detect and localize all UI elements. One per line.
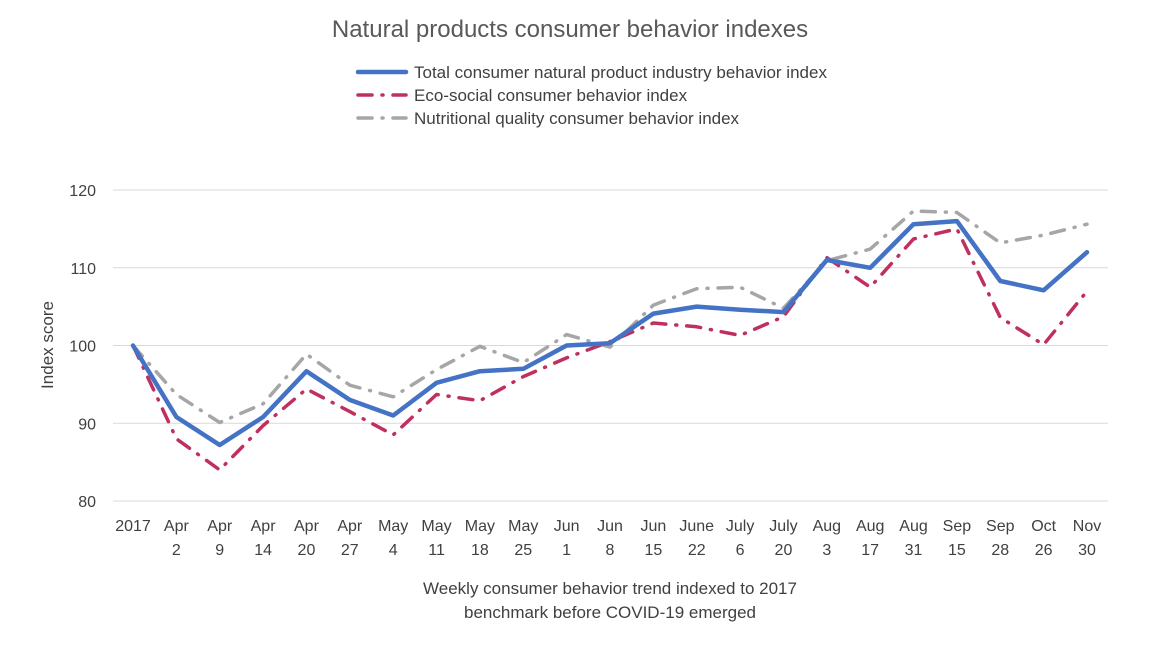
legend-entry: Nutritional quality consumer behavior in… xyxy=(414,109,740,128)
x-tick-label: May 25 xyxy=(508,518,538,559)
x-tick-label: May 11 xyxy=(421,518,451,559)
y-axis-ticks: 80 90 100 110 120 xyxy=(69,183,96,511)
x-tick-label: Apr 2 xyxy=(164,518,190,559)
x-tick-label: 2017 xyxy=(115,518,151,535)
series-line-3 xyxy=(131,209,1089,425)
y-tick-label: 90 xyxy=(78,416,96,433)
series-line-1 xyxy=(130,218,1090,448)
legend: Total consumer natural product industry … xyxy=(355,63,827,128)
y-tick-label: 80 xyxy=(78,494,96,511)
series-line-2 xyxy=(131,227,1089,472)
x-tick-label: June 22 xyxy=(679,518,714,559)
chart-title: Natural products consumer behavior index… xyxy=(332,16,808,43)
x-tick-label: Sep 15 xyxy=(943,518,972,559)
y-axis-label: Index score xyxy=(38,301,57,389)
y-tick-label: 100 xyxy=(69,339,96,356)
x-tick-label: May 4 xyxy=(378,518,408,559)
x-tick-label: Jun 1 xyxy=(554,518,580,559)
x-tick-label: Nov 30 xyxy=(1073,518,1101,559)
x-tick-label: May 18 xyxy=(465,518,495,559)
x-tick-label: Aug 17 xyxy=(856,518,884,559)
x-tick-label: Oct 26 xyxy=(1031,518,1056,559)
x-axis-label: Weekly consumer behavior trend indexed t… xyxy=(423,579,797,622)
x-tick-label: Jun 8 xyxy=(597,518,623,559)
x-tick-label: Aug 3 xyxy=(813,518,841,559)
x-axis-ticks: 2017 Apr 2 Apr 9 Apr 14 Apr 20 Apr 27 May 4 May 11 May 1… xyxy=(115,518,1101,559)
x-tick-label: Apr 27 xyxy=(337,518,363,559)
y-tick-label: 110 xyxy=(70,261,96,278)
x-tick-label: July 6 xyxy=(726,518,754,559)
y-tick-label: 120 xyxy=(69,183,96,200)
legend-entry: Eco-social consumer behavior index xyxy=(414,86,688,105)
series-lines xyxy=(130,209,1090,472)
x-tick-label: Aug 31 xyxy=(899,518,927,559)
x-tick-label: Jun 15 xyxy=(640,518,666,559)
x-tick-label: Apr 14 xyxy=(251,518,277,559)
x-tick-label: Apr 9 xyxy=(207,518,233,559)
x-tick-label: Sep 28 xyxy=(986,518,1015,559)
x-tick-label: July 20 xyxy=(769,518,797,559)
legend-entry: Total consumer natural product industry … xyxy=(414,63,827,82)
x-tick-label: Apr 20 xyxy=(294,518,320,559)
